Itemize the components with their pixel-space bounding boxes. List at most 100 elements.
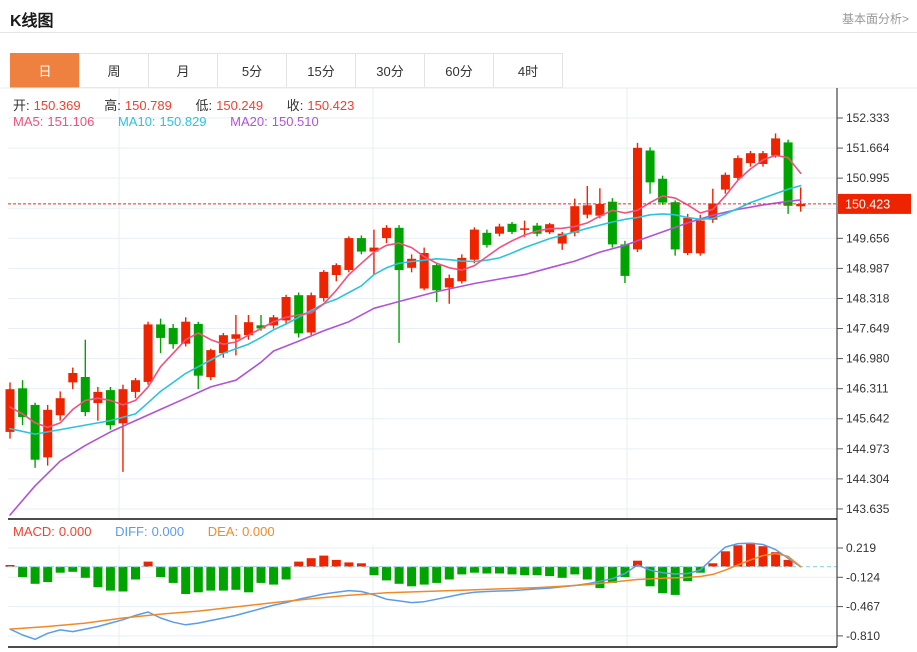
diff-value: 0.000 <box>151 524 185 539</box>
macd-bar <box>394 566 404 584</box>
macd-bar <box>244 566 253 593</box>
price-tick-label: 151.664 <box>846 141 890 155</box>
price-tick-label: 143.635 <box>846 502 890 516</box>
low-label: 低: <box>195 98 213 113</box>
candle-body <box>495 226 504 234</box>
macd-bar <box>633 560 642 567</box>
macd-bar <box>55 566 65 573</box>
candle-body <box>633 147 642 250</box>
macd-tick-label: 0.219 <box>846 541 876 555</box>
price-tick-label: 147.649 <box>846 322 890 336</box>
macd-label: MACD: <box>13 524 55 539</box>
price-tick-label: 150.995 <box>846 171 890 185</box>
tab-30分[interactable]: 30分 <box>355 53 425 88</box>
candle-body <box>143 324 153 382</box>
interval-tabs: 日周月 5分 15分 30分 60分 4时 <box>10 53 563 88</box>
macd-bar <box>382 566 391 581</box>
candle-body <box>181 321 191 344</box>
candle-body <box>344 238 354 270</box>
candle-body <box>18 388 28 418</box>
candle-body <box>607 201 617 245</box>
macd-bar <box>670 566 680 595</box>
candle-body <box>206 350 216 378</box>
ma10-line <box>9 184 802 435</box>
candle-body <box>595 204 605 216</box>
macd-bar <box>218 566 228 591</box>
tab-60分[interactable]: 60分 <box>424 53 494 88</box>
candle-body <box>193 324 203 376</box>
macd-bar <box>206 566 216 591</box>
tab-5分[interactable]: 5分 <box>217 53 287 88</box>
macd-bar <box>93 566 103 588</box>
candle-body <box>507 223 517 232</box>
candle-body <box>469 229 479 260</box>
macd-bar <box>231 566 241 590</box>
candle-body <box>419 253 429 289</box>
open-value: 150.369 <box>33 98 81 113</box>
candle-body <box>331 265 341 275</box>
page-title: K线图 <box>10 13 54 30</box>
candle-body <box>156 324 166 338</box>
close-value: 150.423 <box>307 98 355 113</box>
macd-bar <box>620 566 630 577</box>
macd-bar <box>645 566 655 587</box>
macd-bar <box>369 566 379 576</box>
diff-line <box>9 542 802 641</box>
macd-value: 0.000 <box>58 524 92 539</box>
close-label: 收: <box>286 98 304 113</box>
macd-bar <box>545 566 555 577</box>
candle-body <box>369 247 379 252</box>
macd-bar <box>733 545 743 567</box>
candle-body <box>382 227 391 239</box>
candle-body <box>733 158 743 178</box>
high-label: 高: <box>104 98 121 113</box>
candle-body <box>394 227 404 271</box>
price-tick-label: 144.973 <box>846 442 890 456</box>
tab-日[interactable]: 日 <box>10 53 80 88</box>
macd-bar <box>507 566 517 575</box>
ma-legend: MA5: 151.106 MA10: 150.829 MA20: 150.510 <box>13 114 323 129</box>
high-value: 150.789 <box>124 98 172 113</box>
diff-label: DIFF: <box>115 524 148 539</box>
macd-bar <box>5 565 15 567</box>
candle-body <box>582 205 592 215</box>
macd-bar <box>746 542 755 567</box>
price-tick-label: 146.311 <box>846 382 889 396</box>
dea-line <box>9 552 802 630</box>
candle-body <box>356 238 366 252</box>
candle-body <box>5 389 15 432</box>
candle-body <box>746 153 755 164</box>
candle-body <box>796 203 806 207</box>
candle-body <box>658 178 668 203</box>
candle-body <box>683 217 693 253</box>
macd-bar <box>143 561 153 567</box>
macd-bar <box>520 566 530 576</box>
macd-tick-label: -0.810 <box>846 629 880 643</box>
candle-body <box>771 138 781 156</box>
macd-bar <box>80 566 90 578</box>
price-tick-label: 146.980 <box>846 352 890 366</box>
candle-body <box>319 271 329 298</box>
macd-bar <box>306 558 316 567</box>
candle-body <box>407 258 417 268</box>
candle-body <box>620 244 630 276</box>
candle-body <box>783 142 793 206</box>
macd-bar <box>444 566 454 580</box>
candle-body <box>43 409 53 458</box>
macd-bar <box>482 566 492 574</box>
candle-body <box>131 380 140 392</box>
macd-bar <box>181 566 191 594</box>
current-price-badge-label: 150.423 <box>845 197 890 211</box>
macd-bar <box>469 566 479 573</box>
tab-15分[interactable]: 15分 <box>286 53 356 88</box>
tab-月[interactable]: 月 <box>148 53 218 88</box>
macd-legend: MACD: 0.000 DIFF: 0.000 DEA: 0.000 <box>13 524 279 539</box>
candle-body <box>281 297 291 321</box>
candle-body <box>444 278 454 288</box>
macd-bar <box>758 546 768 567</box>
current-price-badge <box>838 193 911 214</box>
fundamental-analysis-link[interactable]: 基本面分析> <box>841 12 909 26</box>
ma10-value: 150.829 <box>159 114 207 129</box>
dea-value: 0.000 <box>242 524 275 539</box>
